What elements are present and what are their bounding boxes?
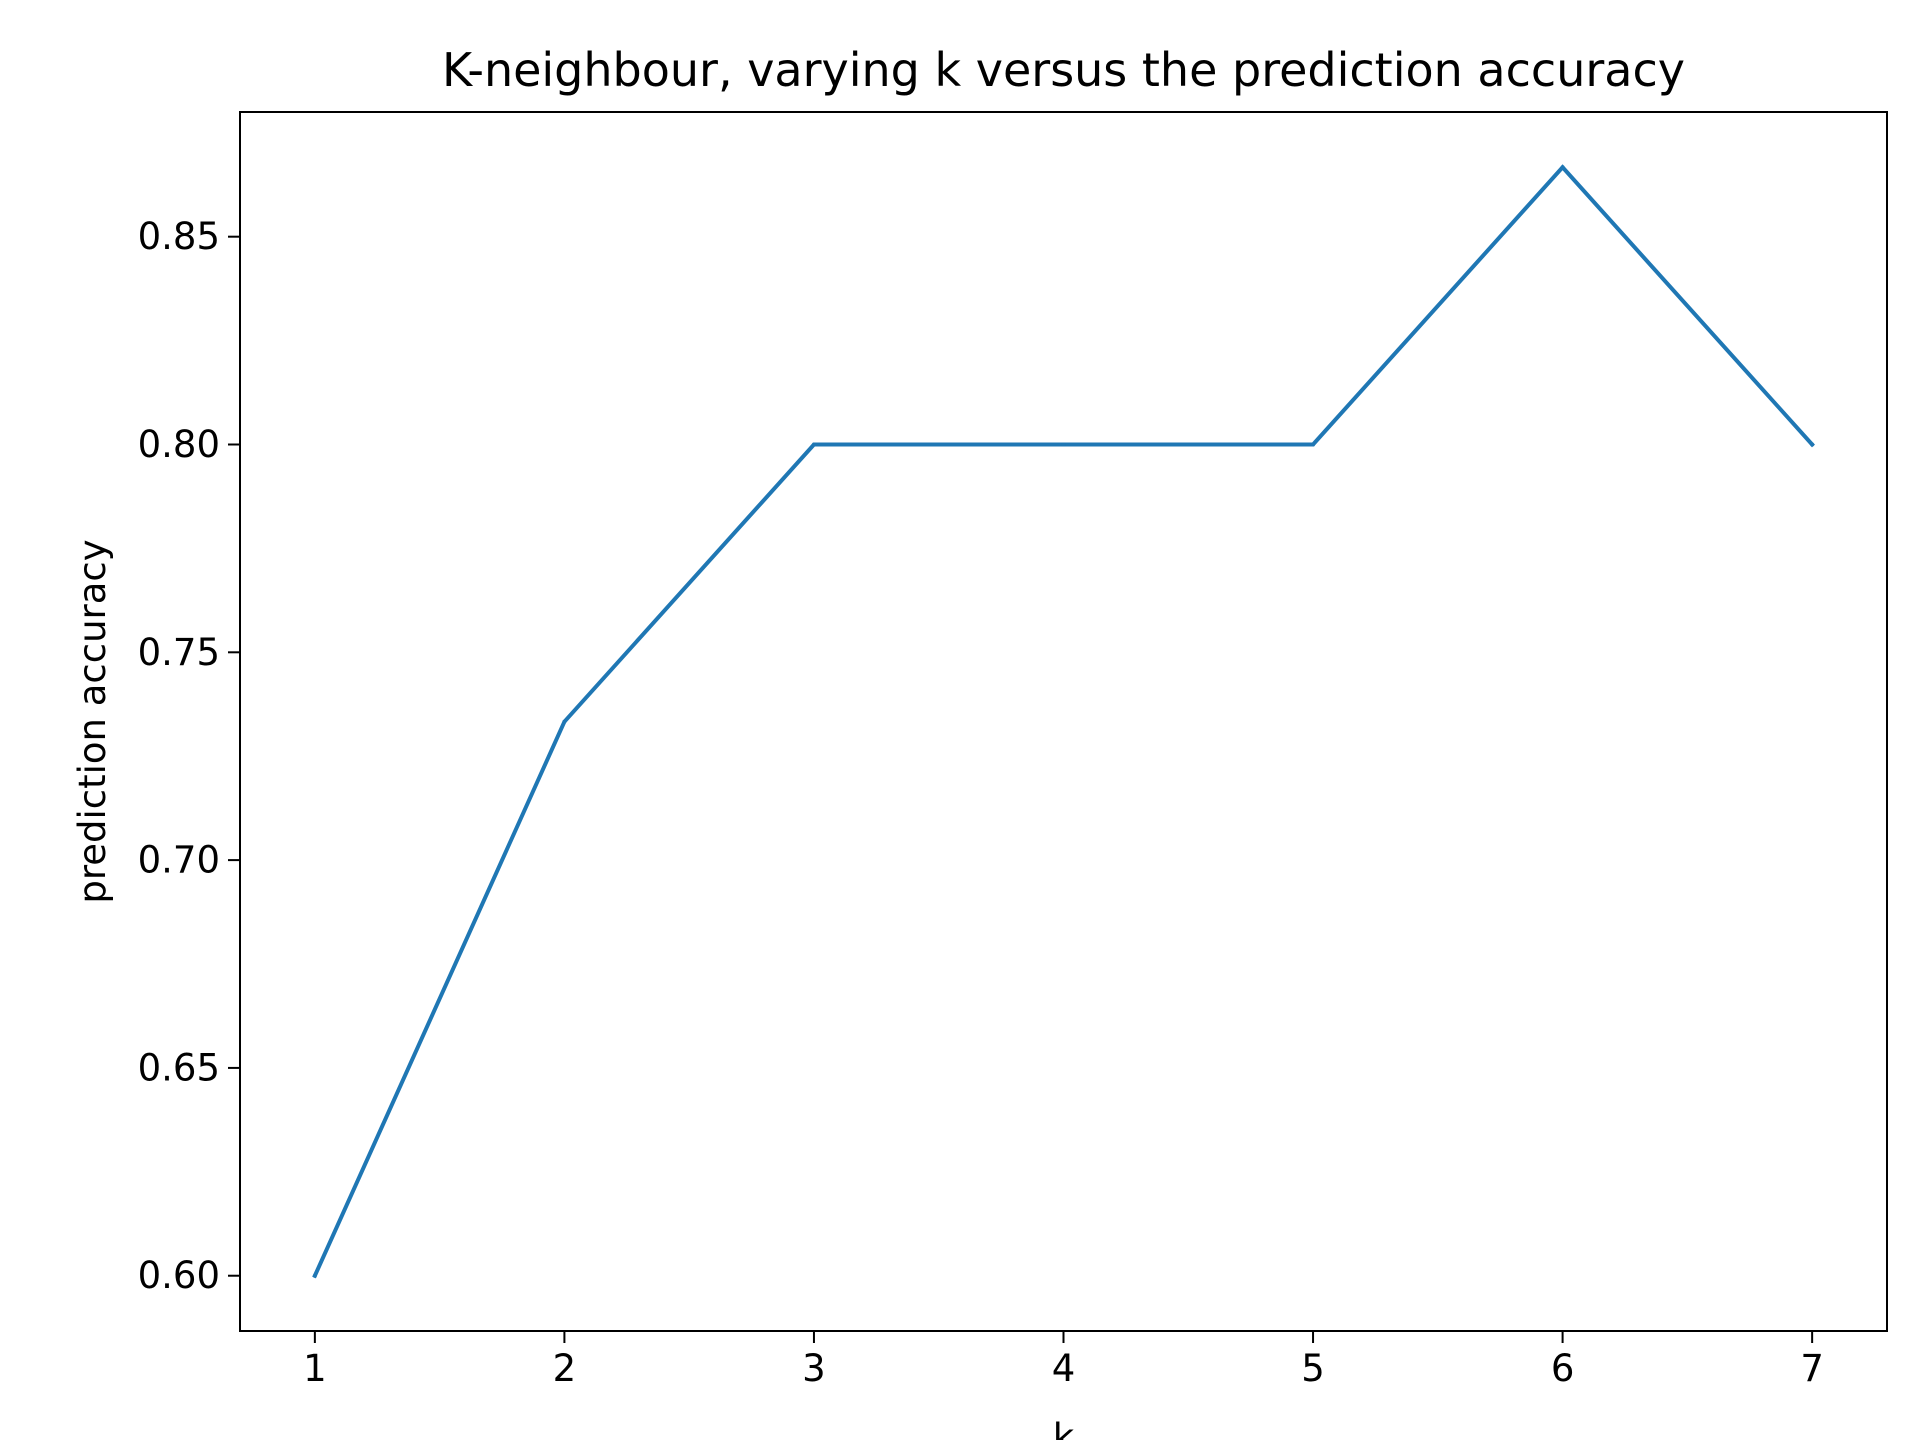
data-point <box>1311 442 1316 447</box>
data-point <box>562 719 567 724</box>
data-point <box>1560 165 1565 170</box>
x-tick-label: 4 <box>1052 1347 1076 1390</box>
series-group <box>312 164 1815 1279</box>
y-tick-label: 0.80 <box>138 423 220 466</box>
y-tick-label: 0.75 <box>138 631 220 674</box>
x-tick-label: 3 <box>802 1347 826 1390</box>
data-point <box>1061 442 1066 447</box>
x-tick-label: 5 <box>1301 1347 1325 1390</box>
data-point <box>312 1273 317 1278</box>
x-axis-label: k <box>1053 1416 1075 1440</box>
y-tick-label: 0.65 <box>138 1046 220 1089</box>
data-point <box>811 442 816 447</box>
y-tick-label: 0.60 <box>138 1254 220 1297</box>
plot-frame <box>239 111 1888 1332</box>
data-point <box>1810 442 1815 447</box>
chart-title: K-neighbour, varying k versus the predic… <box>442 43 1685 97</box>
ticks-group: 1 2 3 4 5 6 7 0.60 0.65 0.70 0.75 0.80 0.85 <box>138 215 1824 1390</box>
x-tick-label: 6 <box>1551 1347 1575 1390</box>
x-tick-label: 1 <box>303 1347 327 1390</box>
x-tick-label: 2 <box>553 1347 577 1390</box>
y-tick-label: 0.85 <box>138 215 220 258</box>
y-axis-label: prediction accuracy <box>71 539 114 903</box>
x-tick-label: 7 <box>1800 1347 1824 1390</box>
y-tick-label: 0.70 <box>138 839 220 882</box>
